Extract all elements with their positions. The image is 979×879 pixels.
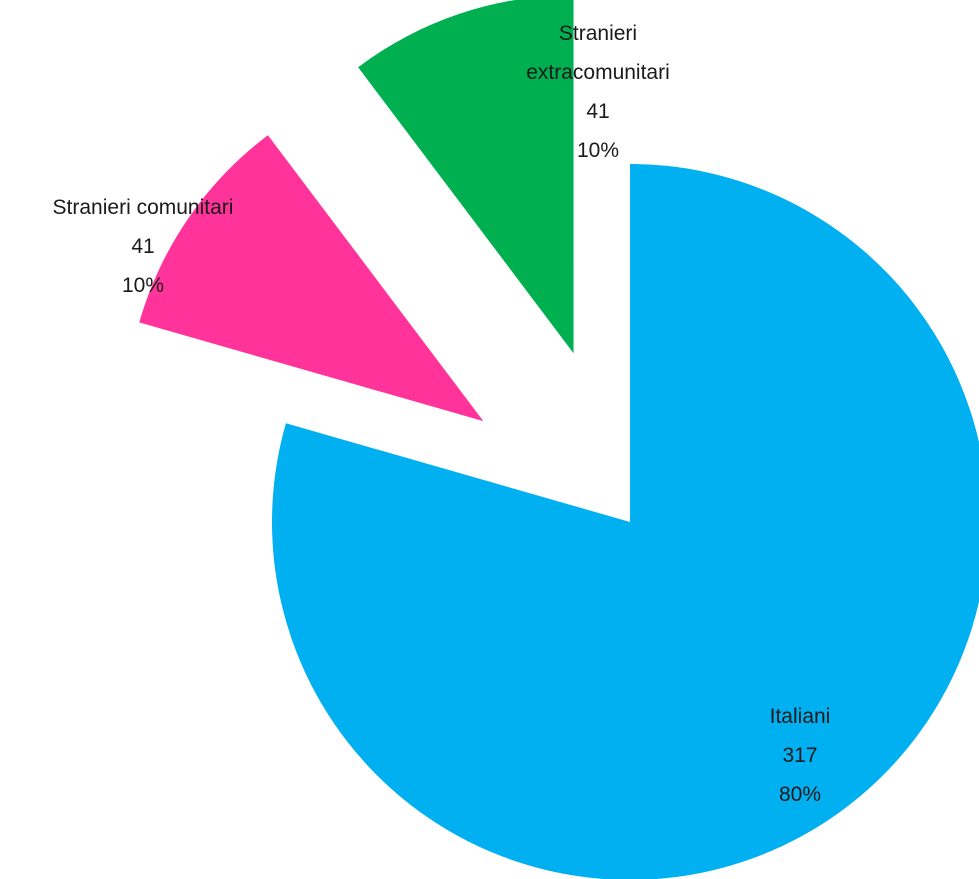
data-label: Italiani 317 80% [700, 697, 900, 814]
slice-value: 41 [586, 100, 610, 123]
slice-percent: 10% [121, 274, 165, 297]
slice-name: Stranieri extracomunitari [526, 22, 670, 84]
data-label: Stranieri extracomunitari 41 10% [508, 14, 688, 170]
data-label: Stranieri comunitari 41 10% [0, 188, 293, 305]
slice-name: Italiani [769, 705, 831, 728]
slice-percent: 80% [778, 783, 822, 806]
slice-percent: 10% [576, 139, 620, 162]
pie-slice [358, 0, 574, 354]
pie-slice [272, 164, 979, 879]
slice-name: Stranieri comunitari [52, 196, 234, 219]
slice-value: 317 [782, 744, 818, 767]
slice-value: 41 [131, 235, 155, 258]
pie-slice [139, 135, 484, 422]
